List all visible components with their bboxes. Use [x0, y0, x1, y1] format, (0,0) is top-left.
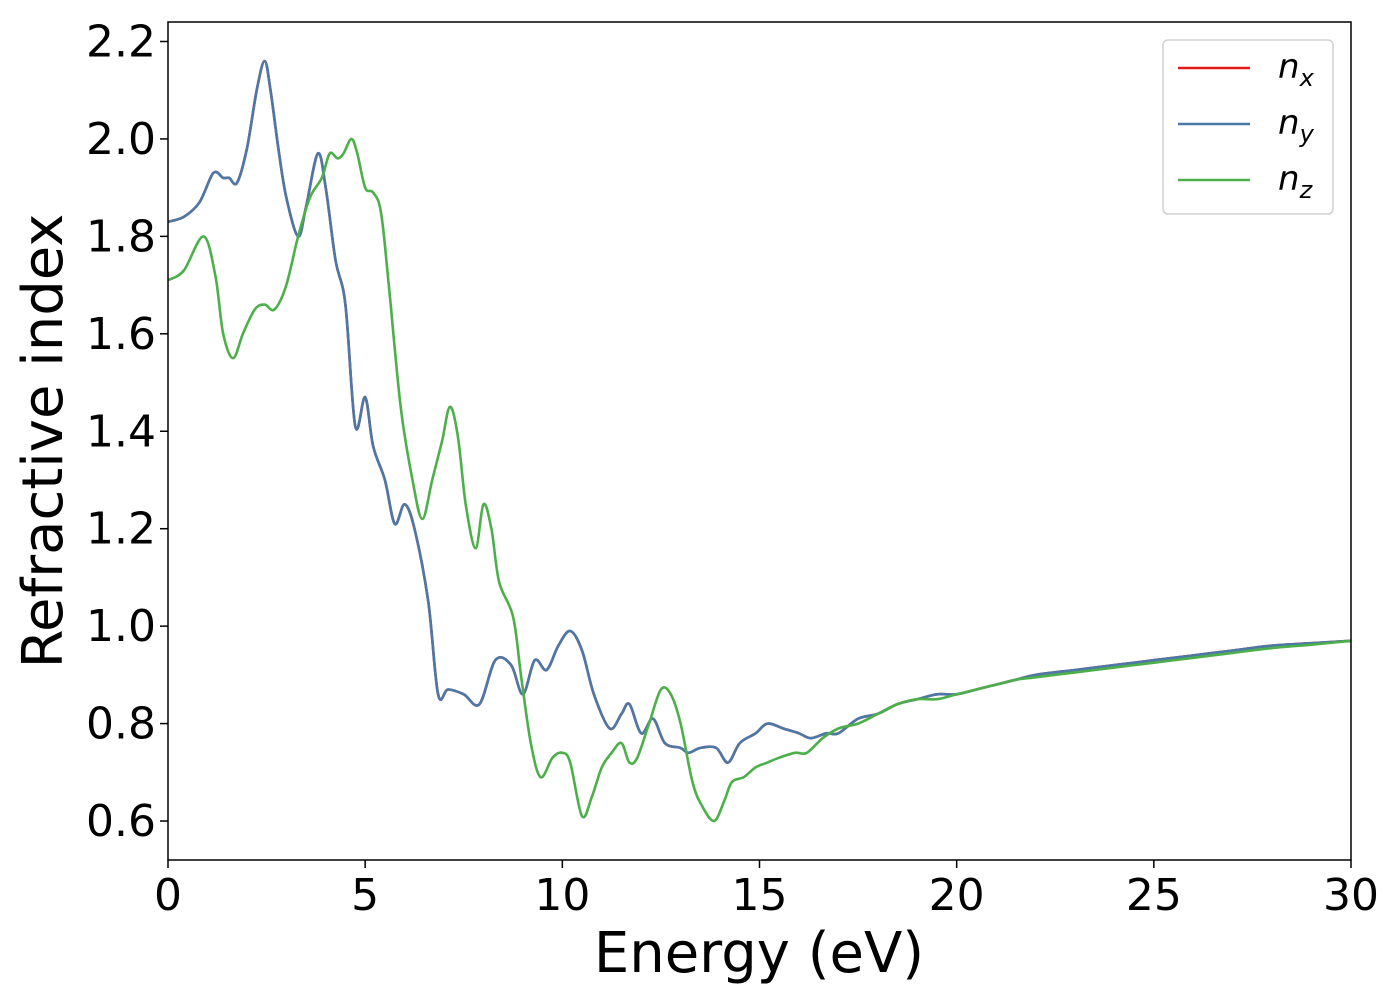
y-tick-label: 0.6 — [86, 796, 156, 847]
y-tick-label: 1.6 — [86, 309, 156, 360]
y-axis-ticks: 0.6 0.8 1.0 1.2 1.4 1.6 1.8 2.0 2.2 — [86, 16, 168, 847]
x-tick-label: 25 — [1126, 870, 1182, 921]
x-tick-label: 15 — [732, 870, 788, 921]
x-tick-label: 5 — [351, 870, 379, 921]
plot-lines — [167, 59, 1352, 823]
y-tick-label: 1.4 — [86, 406, 156, 457]
x-tick-label: 0 — [154, 870, 182, 921]
y-tick-label: 1.2 — [86, 504, 156, 555]
y-tick-label: 1.8 — [86, 211, 156, 262]
x-axis-label: Energy (eV) — [594, 921, 924, 986]
x-tick-label: 20 — [929, 870, 985, 921]
x-axis-ticks: 0 5 10 15 20 25 30 — [154, 860, 1379, 921]
series-line-ny — [167, 59, 1352, 764]
y-tick-label: 2.2 — [86, 16, 156, 67]
legend-box — [1162, 39, 1334, 215]
y-tick-label: 1.0 — [86, 601, 156, 652]
y-tick-label: 0.8 — [86, 699, 156, 750]
y-axis-label: Refractive index — [11, 214, 76, 669]
x-tick-label: 30 — [1323, 870, 1379, 921]
series-line-nz — [167, 137, 1352, 823]
y-tick-label: 2.0 — [86, 114, 156, 165]
x-tick-label: 10 — [534, 870, 590, 921]
